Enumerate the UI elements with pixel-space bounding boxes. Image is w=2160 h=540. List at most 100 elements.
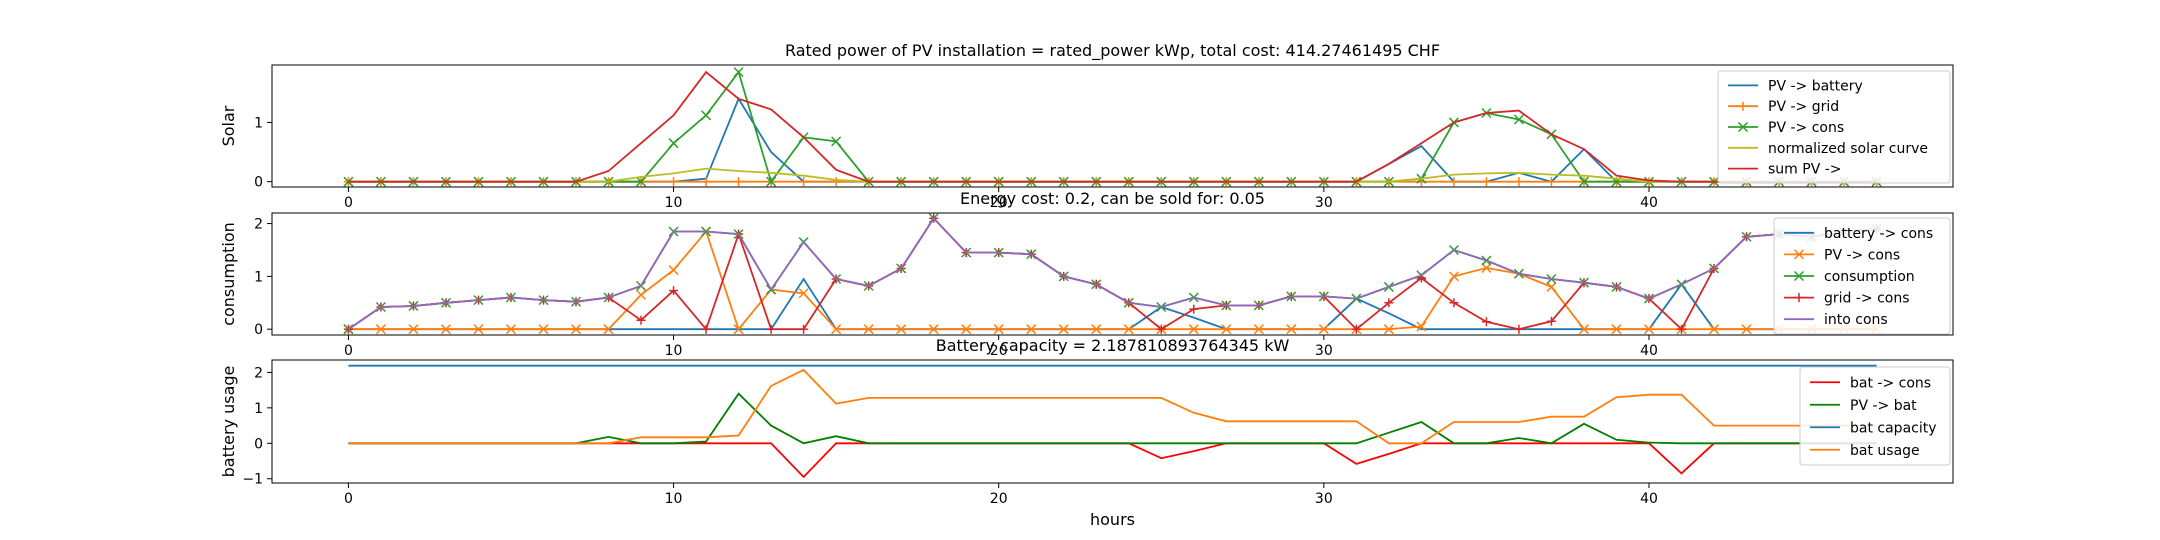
data-point-marker <box>1741 324 1752 335</box>
legend-marker <box>1737 121 1749 133</box>
legend-marker <box>1738 101 1748 111</box>
data-point-marker <box>701 324 711 334</box>
data-point-marker <box>928 324 939 335</box>
legend-label: PV -> battery <box>1768 78 1863 94</box>
data-point-marker <box>799 177 809 187</box>
data-point-marker <box>473 324 484 335</box>
legend-marker <box>1794 293 1804 303</box>
y-tick-label: 1 <box>254 115 263 131</box>
legend-frame <box>1717 70 1951 184</box>
series-line-4 <box>348 368 1877 445</box>
x-tick-label: 10 <box>665 491 683 507</box>
series-line-1 <box>348 442 1877 479</box>
data-point-marker <box>570 324 582 335</box>
data-point-marker <box>636 289 647 300</box>
data-point-marker <box>993 324 1004 335</box>
data-point-marker <box>669 286 679 296</box>
data-point-marker <box>1481 177 1491 187</box>
x-tick-label: 30 <box>1315 195 1333 211</box>
legend-frame <box>1799 366 1951 466</box>
data-point-marker <box>1253 324 1264 335</box>
data-point-marker <box>766 324 776 334</box>
y-axis-label: consumption <box>219 222 238 326</box>
legend-label: bat -> cons <box>1850 375 1931 391</box>
x-tick-label: 30 <box>1315 343 1333 359</box>
data-point-marker <box>1677 324 1686 334</box>
axes-frame <box>271 64 1954 188</box>
legend-label: bat usage <box>1850 443 1920 459</box>
data-point-marker <box>1449 177 1459 187</box>
data-point-marker <box>799 324 809 334</box>
data-point-marker <box>1449 298 1459 308</box>
legend: bat -> cons PV -> bat bat capacity bat usag… <box>1799 366 1951 466</box>
y-tick-label: 1 <box>254 269 263 285</box>
data-point-marker <box>1513 114 1524 125</box>
data-point-marker <box>1156 324 1166 334</box>
chart-title: Battery capacity = 2.187810893764345 kW <box>936 336 1290 355</box>
legend-marker <box>1793 249 1805 260</box>
legend-label: bat capacity <box>1850 420 1937 436</box>
data-point-marker <box>1643 324 1655 335</box>
legend-label: battery -> cons <box>1824 226 1933 242</box>
data-point-marker <box>961 324 972 335</box>
axes-frame <box>271 212 1954 336</box>
data-point-marker <box>1189 304 1199 314</box>
data-point-marker <box>1383 324 1394 335</box>
data-point-marker <box>766 176 777 187</box>
series-line-3 <box>348 70 1877 184</box>
data-point-marker <box>1578 324 1589 335</box>
data-point-marker <box>505 324 517 335</box>
data-point-marker <box>831 177 841 187</box>
y-tick-label: 0 <box>254 322 263 338</box>
data-point-marker <box>440 324 451 335</box>
axes-frame <box>271 359 1954 484</box>
data-point-marker <box>1188 324 1199 335</box>
series-group <box>343 213 1882 335</box>
x-tick-label: 10 <box>665 195 683 211</box>
data-point-marker <box>1578 176 1589 187</box>
data-point-marker <box>636 176 647 187</box>
x-tick-label: 0 <box>344 491 353 507</box>
y-tick-label: 2 <box>254 217 263 233</box>
legend-label: PV -> grid <box>1768 99 1839 115</box>
y-tick-label: −1 <box>242 472 263 488</box>
data-point-marker <box>1058 324 1069 335</box>
x-tick-label: 10 <box>665 343 683 359</box>
data-point-marker <box>863 324 874 335</box>
y-axis-label: battery usage <box>219 366 238 478</box>
legend-label: consumption <box>1824 269 1915 285</box>
legend-frame <box>1773 217 1951 335</box>
data-point-marker <box>733 324 744 335</box>
chart-panel-2: Energy cost: 0.2, can be sold for: 0.05 c… <box>219 189 1954 359</box>
legend-label: PV -> cons <box>1768 120 1844 136</box>
x-tick-label: 0 <box>344 343 353 359</box>
y-tick-label: 0 <box>254 175 263 191</box>
data-point-marker <box>1351 324 1361 334</box>
data-point-marker <box>1514 177 1524 187</box>
data-point-marker <box>1026 324 1037 335</box>
series-line-4 <box>347 216 1877 331</box>
chart-panel-1: Rated power of PV installation = rated_p… <box>219 41 1954 211</box>
series-group <box>343 67 1882 187</box>
legend-marker <box>1793 270 1805 282</box>
legend-label: PV -> bat <box>1850 398 1917 414</box>
series-line-1 <box>348 96 1877 183</box>
data-point-marker <box>1448 271 1459 282</box>
data-point-marker <box>831 136 842 147</box>
y-tick-label: 2 <box>254 365 263 381</box>
data-point-marker <box>1123 324 1134 335</box>
legend-label: normalized solar curve <box>1768 141 1928 157</box>
chart-panel-3: Battery capacity = 2.187810893764345 kW b… <box>219 336 1954 529</box>
data-point-marker <box>1286 324 1297 335</box>
data-point-marker <box>668 138 679 149</box>
legend: battery -> cons PV -> cons consumption grid… <box>1773 217 1951 335</box>
legend-label: sum PV -> <box>1768 162 1842 178</box>
legend-label: into cons <box>1824 312 1888 328</box>
data-point-marker <box>701 110 712 121</box>
series-group <box>348 364 1877 479</box>
data-point-marker <box>1221 324 1232 335</box>
series-line-3 <box>347 216 1877 330</box>
data-point-marker <box>733 67 744 78</box>
x-tick-label: 20 <box>990 491 1008 507</box>
